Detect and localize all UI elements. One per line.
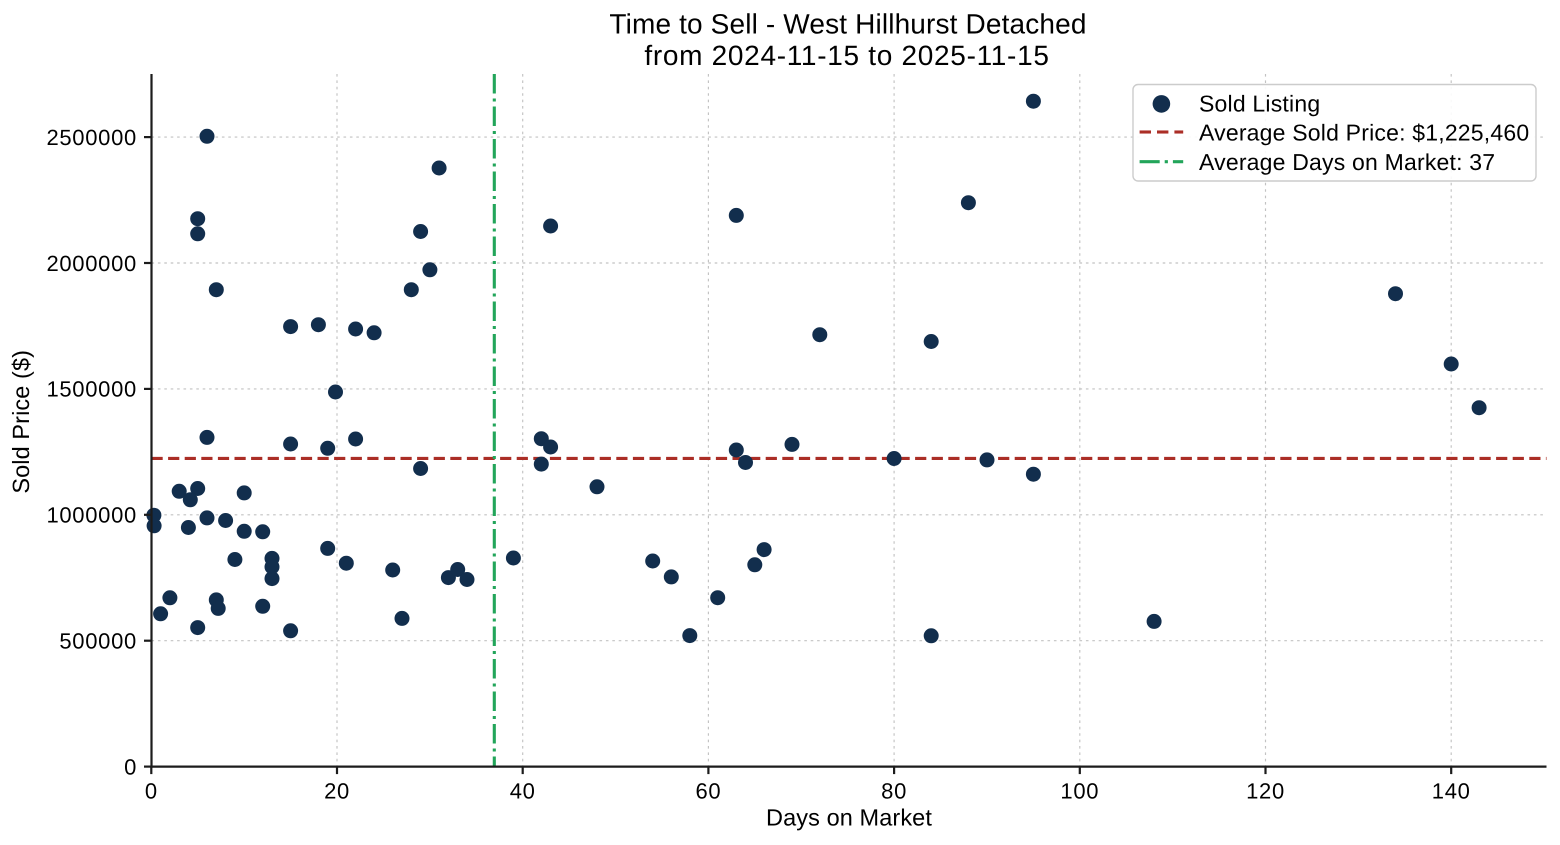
svg-text:0: 0 [145, 779, 158, 804]
svg-text:120: 120 [1246, 779, 1285, 804]
svg-text:Sold Price ($): Sold Price ($) [8, 350, 34, 494]
svg-text:100: 100 [1060, 779, 1099, 804]
svg-text:Average Sold Price: $1,225,460: Average Sold Price: $1,225,460 [1199, 119, 1529, 145]
svg-text:2500000: 2500000 [46, 125, 137, 150]
svg-text:Average Days on Market: 37: Average Days on Market: 37 [1199, 149, 1495, 175]
svg-text:Days on Market: Days on Market [766, 805, 932, 831]
svg-text:Sold Listing: Sold Listing [1199, 90, 1320, 116]
svg-text:60: 60 [695, 779, 721, 804]
svg-text:140: 140 [1432, 779, 1471, 804]
svg-text:500000: 500000 [59, 629, 137, 654]
svg-text:1500000: 1500000 [46, 377, 137, 402]
svg-text:40: 40 [510, 779, 536, 804]
svg-text:2000000: 2000000 [46, 251, 137, 276]
svg-text:Time to Sell - West Hillhurst: Time to Sell - West Hillhurst Detached [609, 9, 1086, 40]
svg-text:0: 0 [124, 754, 137, 779]
svg-text:1000000: 1000000 [46, 503, 137, 528]
svg-text:from 2024-11-15 to 2025-11-15: from 2024-11-15 to 2025-11-15 [644, 40, 1049, 71]
svg-text:80: 80 [881, 779, 907, 804]
svg-text:20: 20 [324, 779, 350, 804]
